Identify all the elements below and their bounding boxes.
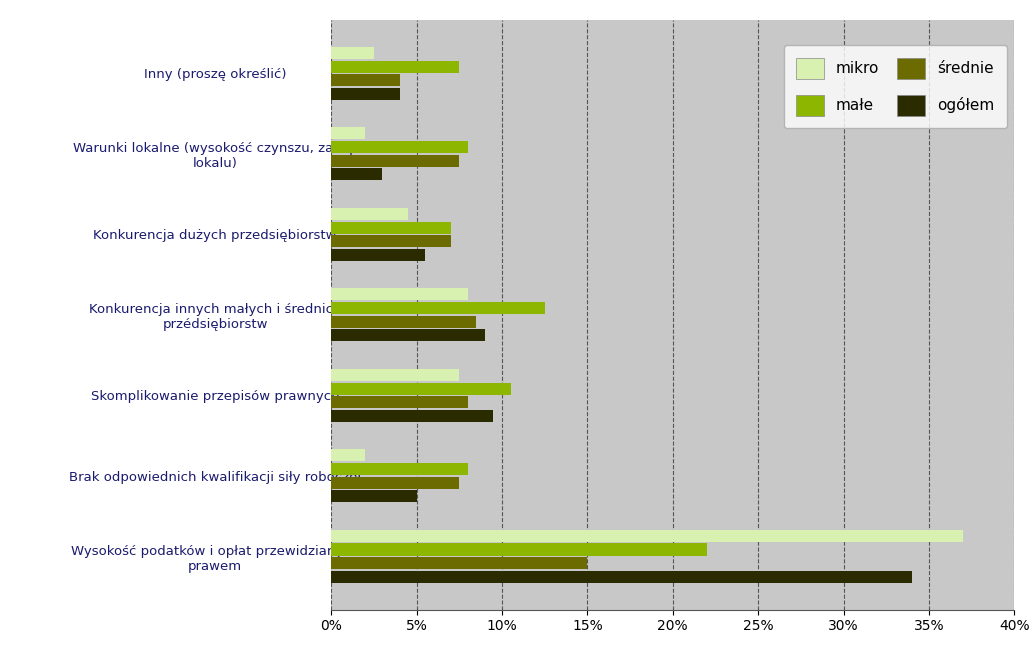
Bar [331,60,460,72]
Bar [331,369,460,381]
Bar [331,302,544,314]
Bar [331,47,374,59]
Bar [331,490,416,502]
Bar [331,530,963,542]
Bar [331,235,450,247]
Bar [331,74,400,86]
Bar [331,155,460,167]
Bar [331,463,468,475]
Bar [331,288,468,300]
Bar [331,396,468,408]
Bar [331,141,468,153]
Bar [331,316,476,328]
Bar [331,88,400,100]
Bar [331,557,587,570]
Legend: mikro, małe, średnie, ogółem: mikro, małe, średnie, ogółem [783,46,1007,129]
Bar [331,330,484,342]
Bar [331,476,460,488]
Bar [331,383,510,395]
Bar [331,208,408,220]
Bar [331,127,365,139]
Bar [331,168,383,180]
Bar [331,410,494,422]
Bar [331,571,912,583]
Bar [331,249,425,261]
Bar [331,222,450,234]
Bar [331,450,365,462]
Bar [331,543,707,555]
